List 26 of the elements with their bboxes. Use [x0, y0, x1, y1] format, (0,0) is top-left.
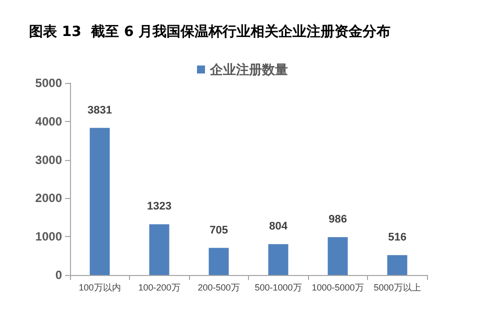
bar [149, 224, 170, 275]
bar [90, 128, 110, 275]
y-tick-label: 2000 [35, 191, 62, 206]
bar [268, 244, 288, 275]
y-tick-label: 5000 [35, 76, 62, 90]
legend-label: 企业注册数量 [209, 62, 288, 77]
y-tick-label: 3000 [35, 152, 62, 167]
data-label: 516 [388, 232, 406, 244]
y-tick-label: 4000 [35, 114, 62, 128]
data-label: 3831 [88, 104, 112, 116]
x-tick-label: 5000万以上 [374, 282, 421, 292]
data-label: 986 [328, 214, 347, 226]
data-label: 705 [210, 224, 228, 236]
bar [387, 255, 408, 275]
x-tick-label: 200-500万 [198, 282, 240, 292]
x-tick-label: 500-1000万 [254, 282, 302, 292]
bar [208, 248, 229, 275]
data-label: 1323 [147, 200, 172, 213]
chart-title: 图表 13 截至 6 月我国保温杯行业相关企业注册资金分布 [29, 23, 391, 40]
y-tick-label: 0 [55, 268, 62, 282]
x-tick-label: 1000-5000万 [312, 282, 364, 292]
x-tick-label: 100-200万 [138, 282, 180, 292]
data-label: 804 [269, 220, 288, 233]
y-tick-label: 1000 [35, 230, 62, 244]
bar [328, 237, 348, 275]
x-tick-label: 100万以内 [78, 282, 121, 292]
